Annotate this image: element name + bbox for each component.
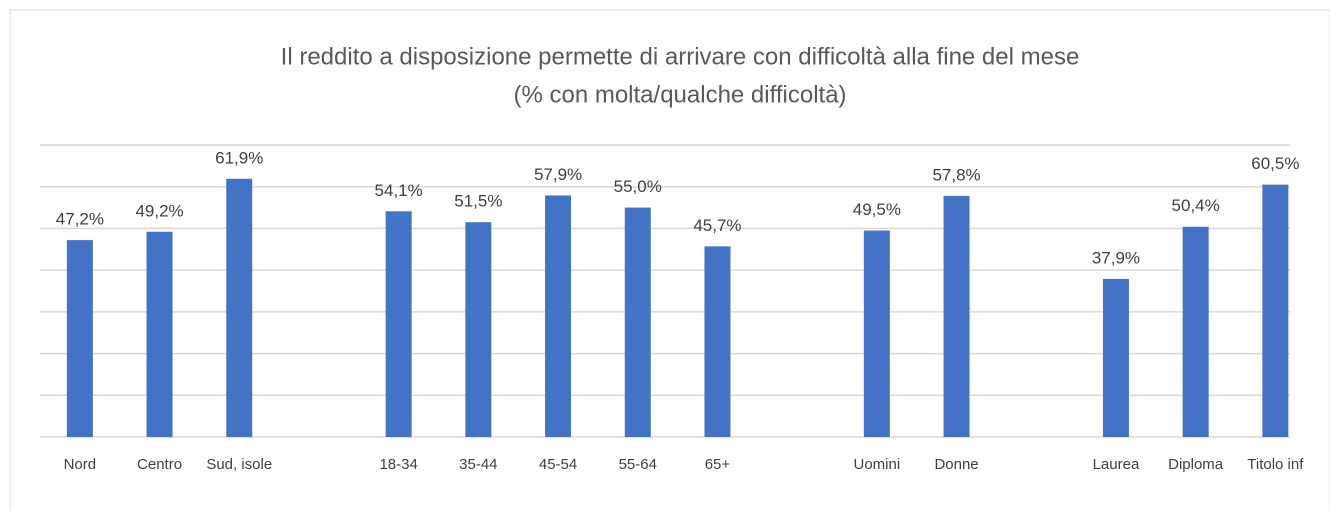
x-tick-label: 35-44 <box>459 456 498 473</box>
bar <box>1102 278 1129 437</box>
x-tick-label: 55-64 <box>618 456 657 473</box>
x-tick-label: Donne <box>934 456 979 473</box>
bar <box>545 195 572 437</box>
x-tick-label: Nord <box>63 456 97 473</box>
x-tick-label: Centro <box>137 456 183 473</box>
data-label: 50,4% <box>1172 196 1220 215</box>
bar <box>1182 226 1209 437</box>
chart-subtitle: (% con molta/qualche difficoltà) <box>513 81 846 108</box>
x-tick-label: 18-34 <box>379 456 418 473</box>
data-label: 54,1% <box>375 181 423 200</box>
x-tick-label: Uomini <box>853 456 901 473</box>
bar <box>385 211 412 437</box>
bar <box>1262 184 1289 437</box>
bar <box>863 230 890 437</box>
chart-frame <box>9 9 1330 511</box>
bar <box>465 222 492 437</box>
bar <box>66 240 93 437</box>
data-label: 57,8% <box>932 165 980 184</box>
data-label: 51,5% <box>454 192 502 211</box>
data-label: 45,7% <box>693 216 741 235</box>
chart-title: Il reddito a disposizione permette di ar… <box>281 43 1080 70</box>
data-label: 61,9% <box>215 148 263 167</box>
data-label: 57,9% <box>534 165 582 184</box>
data-label: 47,2% <box>56 210 104 229</box>
bar <box>943 195 970 437</box>
data-label: 55,0% <box>614 177 662 196</box>
data-label: 49,5% <box>853 200 901 219</box>
bar <box>226 178 253 437</box>
x-tick-label: Titolo inf <box>1247 456 1304 473</box>
bar <box>624 207 651 437</box>
x-tick-label: Sud, isole <box>206 456 273 473</box>
x-tick-label: 65+ <box>704 456 731 473</box>
x-tick-label: Diploma <box>1168 456 1224 473</box>
bar <box>704 246 731 437</box>
x-tick-label: 45-54 <box>538 456 578 473</box>
bar <box>146 231 173 437</box>
data-label: 60,5% <box>1251 154 1299 173</box>
data-label: 49,2% <box>135 201 183 220</box>
data-label: 37,9% <box>1092 248 1140 267</box>
x-tick-label: Laurea <box>1092 456 1140 473</box>
